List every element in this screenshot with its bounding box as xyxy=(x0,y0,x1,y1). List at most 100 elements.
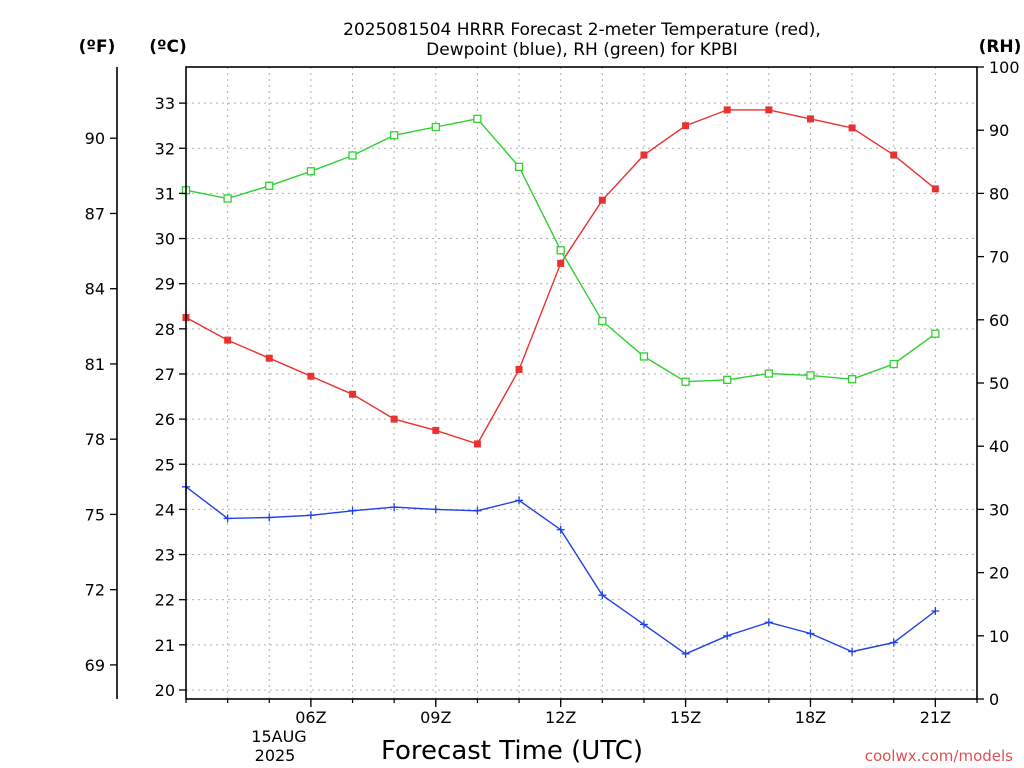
celsius-tick-label: 21 xyxy=(155,636,175,655)
data-point xyxy=(848,647,857,656)
fahrenheit-tick-label: 72 xyxy=(85,581,105,600)
axes: 20 21 22 23 24 25 26 27 28 29 30 31 32 33 69 72 75 78 81 84… xyxy=(85,58,1020,727)
celsius-tick-label: 31 xyxy=(155,184,175,203)
series-layer xyxy=(181,106,940,658)
data-point xyxy=(348,506,357,515)
date-label-day: 15AUG xyxy=(251,727,306,746)
celsius-tick-label: 22 xyxy=(155,591,175,610)
data-point xyxy=(390,503,399,512)
fahrenheit-tick-label: 84 xyxy=(85,280,105,299)
data-point xyxy=(473,114,482,123)
data-point xyxy=(556,525,565,534)
celsius-tick-label: 25 xyxy=(155,455,175,474)
fahrenheit-tick-label: 75 xyxy=(85,505,105,524)
data-point xyxy=(723,631,732,640)
celsius-tick-label: 24 xyxy=(155,500,175,519)
data-point xyxy=(223,514,232,523)
data-point xyxy=(806,629,815,638)
data-point xyxy=(349,390,357,398)
data-point xyxy=(306,511,315,520)
data-point xyxy=(681,649,690,658)
rh-tick-label: 70 xyxy=(989,248,1009,267)
fahrenheit-unit-label: (ºF) xyxy=(79,37,116,57)
data-point xyxy=(806,371,815,380)
data-point xyxy=(765,106,773,114)
data-point xyxy=(223,194,232,203)
x-tick-label: 18Z xyxy=(795,708,826,727)
data-point xyxy=(473,440,481,448)
data-point xyxy=(390,415,398,423)
fahrenheit-tick-label: 90 xyxy=(85,129,105,148)
date-label-year: 2025 xyxy=(255,746,296,765)
x-tick-label: 06Z xyxy=(295,708,326,727)
x-tick-label: 15Z xyxy=(670,708,701,727)
rh-unit-label: (RH) xyxy=(979,37,1022,57)
data-point xyxy=(598,196,606,204)
celsius-tick-label: 28 xyxy=(155,320,175,339)
source-credit: coolwx.com/models xyxy=(865,747,1013,765)
data-point xyxy=(473,506,482,515)
data-point xyxy=(931,606,940,615)
data-point xyxy=(390,131,399,140)
data-point xyxy=(598,316,607,326)
data-point xyxy=(431,122,440,132)
data-point xyxy=(806,115,814,123)
data-point xyxy=(682,122,690,130)
data-point xyxy=(515,496,524,505)
chart-subtitle: Dewpoint (blue), RH (green) for KPBI xyxy=(426,40,738,60)
rh-tick-label: 50 xyxy=(989,374,1009,393)
data-point xyxy=(598,591,607,600)
data-point xyxy=(764,618,773,627)
data-point xyxy=(847,375,857,384)
data-point xyxy=(723,106,731,114)
fahrenheit-tick-label: 87 xyxy=(85,204,105,223)
rh-tick-label: 80 xyxy=(989,184,1009,203)
data-point xyxy=(432,426,440,434)
data-point xyxy=(764,369,773,378)
data-point xyxy=(265,513,274,522)
data-point xyxy=(307,372,315,380)
data-point xyxy=(723,375,732,384)
rh-tick-label: 100 xyxy=(989,58,1020,77)
rh-tick-label: 20 xyxy=(989,564,1009,583)
rh-tick-label: 40 xyxy=(989,437,1009,456)
fahrenheit-tick-label: 78 xyxy=(85,430,105,449)
data-point xyxy=(265,354,273,362)
data-point xyxy=(515,365,523,373)
data-point xyxy=(681,377,690,386)
celsius-tick-label: 26 xyxy=(155,410,175,429)
celsius-tick-label: 30 xyxy=(155,230,175,249)
series-line-0 xyxy=(185,109,936,445)
x-axis-label: Forecast Time (UTC) xyxy=(381,736,643,766)
data-point xyxy=(224,336,232,344)
rh-tick-label: 60 xyxy=(989,311,1009,330)
data-point xyxy=(431,505,440,514)
celsius-tick-label: 33 xyxy=(155,94,175,113)
rh-tick-label: 90 xyxy=(989,121,1009,140)
rh-tick-label: 10 xyxy=(989,627,1009,646)
rh-tick-label: 0 xyxy=(989,690,999,709)
data-point xyxy=(931,185,939,193)
data-point xyxy=(889,638,898,647)
celsius-tick-label: 23 xyxy=(155,546,175,565)
data-point xyxy=(265,181,274,190)
x-tick-label: 12Z xyxy=(545,708,576,727)
fahrenheit-tick-label: 69 xyxy=(85,656,105,675)
data-point xyxy=(931,329,940,338)
plot-frame xyxy=(185,66,978,700)
fahrenheit-tick-label: 81 xyxy=(85,355,105,374)
celsius-tick-label: 32 xyxy=(155,139,175,158)
celsius-unit-label: (ºC) xyxy=(149,37,187,57)
data-point xyxy=(639,352,649,361)
celsius-tick-label: 20 xyxy=(155,681,175,700)
rh-tick-label: 30 xyxy=(989,500,1009,519)
data-point xyxy=(557,259,565,267)
data-point xyxy=(306,167,316,176)
data-point xyxy=(514,162,524,172)
chart-title: 2025081504 HRRR Forecast 2-meter Tempera… xyxy=(343,20,821,40)
data-point xyxy=(640,151,648,159)
celsius-tick-label: 29 xyxy=(155,275,175,294)
data-point xyxy=(890,151,898,159)
data-point xyxy=(639,620,648,629)
